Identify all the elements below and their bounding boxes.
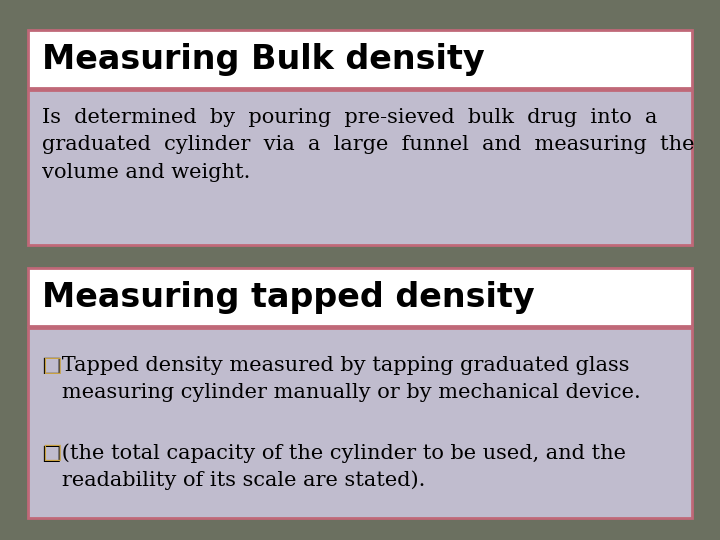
FancyBboxPatch shape	[28, 90, 692, 245]
FancyBboxPatch shape	[28, 328, 692, 518]
FancyBboxPatch shape	[28, 268, 692, 326]
Text: □Tapped density measured by tapping graduated glass
   measuring cylinder manual: □Tapped density measured by tapping grad…	[42, 356, 641, 402]
FancyBboxPatch shape	[28, 30, 692, 88]
Text: □: □	[42, 356, 62, 375]
Text: □: □	[42, 443, 62, 462]
Text: Measuring tapped density: Measuring tapped density	[42, 280, 535, 314]
Text: □(the total capacity of the cylinder to be used, and the
   readability of its s: □(the total capacity of the cylinder to …	[42, 443, 626, 490]
Text: Is  determined  by  pouring  pre-sieved  bulk  drug  into  a
graduated  cylinder: Is determined by pouring pre-sieved bulk…	[42, 108, 695, 181]
Text: Measuring Bulk density: Measuring Bulk density	[42, 43, 485, 76]
